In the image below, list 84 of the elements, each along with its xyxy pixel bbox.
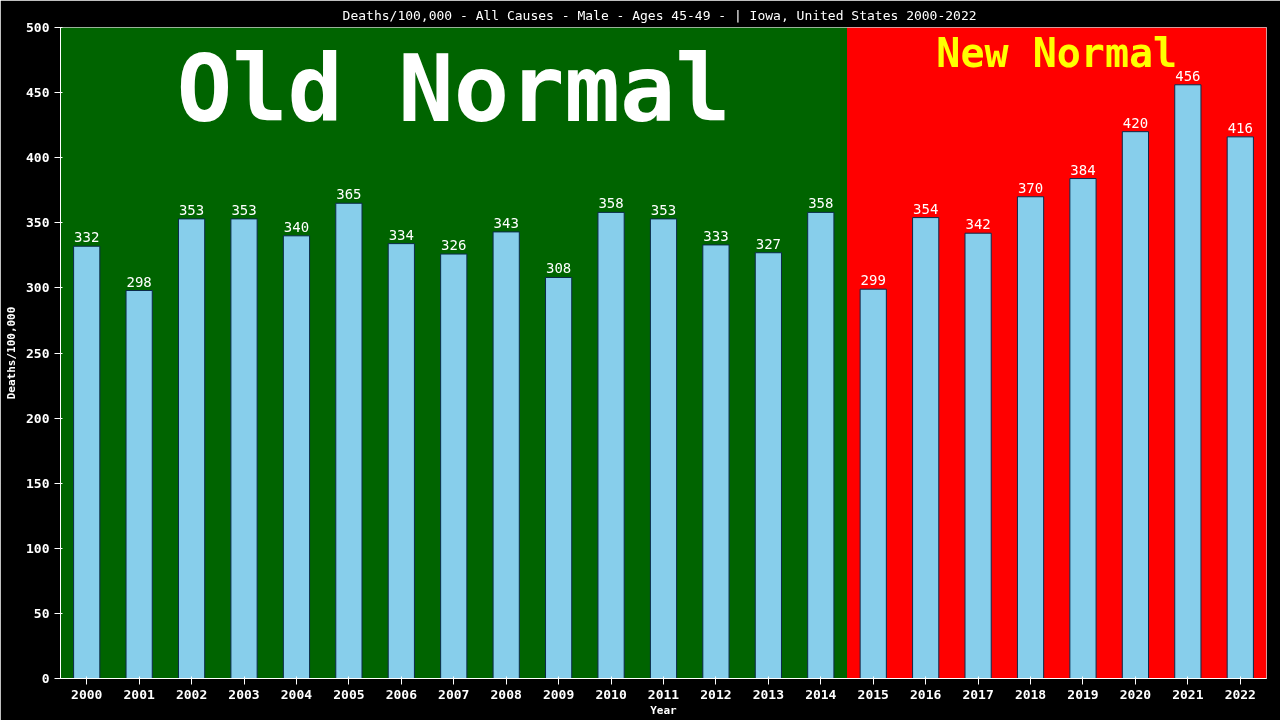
data-label: 420	[1122, 114, 1149, 131]
data-label: 343	[493, 214, 519, 231]
data-label: 358	[808, 195, 834, 212]
x-tick-label: 2018	[1014, 686, 1047, 702]
bar	[1069, 178, 1097, 679]
data-label: 342	[965, 216, 991, 233]
x-tick-label: 2021	[1172, 686, 1204, 702]
chart-title: Deaths/100,000 - All Causes - Male - Ages 45-49 - | Iowa, United States 2000-2022	[342, 7, 977, 23]
data-label: 384	[1070, 161, 1096, 178]
y-tick-label: 0	[41, 671, 50, 686]
x-tick-label: 2015	[857, 686, 889, 702]
data-label: 456	[1175, 67, 1201, 84]
bar	[1121, 131, 1150, 679]
y-tick-label: 300	[26, 280, 50, 296]
y-tick-label: 400	[26, 150, 50, 166]
data-label: 365	[336, 186, 362, 203]
y-tick-label: 250	[26, 345, 50, 361]
data-label: 340	[283, 218, 310, 235]
x-tick-label: 2019	[1067, 686, 1099, 702]
bar	[1174, 84, 1202, 679]
x-tick-label: 2001	[123, 686, 155, 702]
bar	[1016, 196, 1045, 679]
x-tick-label: 2013	[752, 686, 785, 702]
y-tick-label: 500	[26, 20, 50, 35]
data-label: 298	[126, 273, 152, 290]
x-tick-label: 2003	[228, 686, 260, 702]
x-axis-title: Year	[650, 703, 678, 717]
data-label: 358	[598, 195, 624, 212]
bar	[440, 253, 468, 679]
data-label: 333	[703, 227, 729, 244]
bar	[1226, 136, 1254, 679]
data-label: 327	[755, 235, 782, 252]
x-tick-label: 2006	[385, 686, 418, 702]
bar	[597, 211, 625, 679]
x-tick-label: 2012	[700, 686, 732, 702]
band-label: Old Normal	[176, 35, 731, 143]
bar	[230, 218, 258, 679]
bar	[807, 211, 835, 679]
bar	[912, 217, 940, 679]
data-label: 353	[650, 201, 677, 218]
bar	[387, 243, 415, 679]
bar	[335, 202, 363, 679]
bar	[754, 252, 782, 679]
y-tick-label: 50	[33, 605, 50, 621]
x-tick-label: 2016	[910, 686, 942, 702]
x-tick-label: 2020	[1119, 686, 1152, 702]
data-label: 326	[441, 237, 467, 254]
x-tick-label: 2005	[333, 686, 365, 702]
bar	[177, 218, 206, 679]
bar	[492, 231, 520, 679]
x-tick-label: 2014	[805, 686, 837, 702]
y-tick-label: 100	[26, 540, 50, 556]
data-label: 299	[860, 272, 886, 289]
bar	[125, 290, 153, 679]
data-label: 416	[1227, 119, 1253, 136]
data-label: 370	[1017, 179, 1044, 196]
x-tick-label: 2009	[542, 686, 575, 702]
x-tick-label: 2008	[490, 686, 523, 702]
bar	[702, 244, 730, 679]
x-tick-label: 2010	[595, 686, 627, 702]
data-label: 308	[545, 260, 572, 277]
y-axis-title: Deaths/100,000	[5, 306, 19, 400]
x-tick-label: 2017	[962, 686, 994, 702]
x-tick-label: 2022	[1224, 686, 1256, 702]
y-tick-label: 350	[26, 215, 50, 231]
bar	[73, 245, 101, 679]
y-tick-label: 150	[26, 475, 50, 491]
data-label: 353	[231, 201, 257, 218]
x-tick-label: 2011	[647, 686, 680, 702]
bar	[649, 218, 678, 679]
y-tick-label: 200	[26, 410, 50, 426]
data-label: 354	[913, 200, 939, 217]
bar	[282, 235, 311, 679]
data-label: 334	[388, 226, 414, 243]
x-tick-label: 2002	[175, 686, 208, 702]
x-tick-label: 2007	[438, 686, 470, 702]
x-tick-label: 2000	[71, 686, 103, 702]
bar	[545, 276, 573, 679]
y-tick-label: 450	[26, 85, 50, 101]
data-label: 353	[178, 201, 205, 218]
bar	[964, 232, 992, 679]
bar	[859, 288, 887, 679]
data-label: 332	[74, 229, 100, 246]
x-tick-label: 2004	[280, 686, 313, 702]
